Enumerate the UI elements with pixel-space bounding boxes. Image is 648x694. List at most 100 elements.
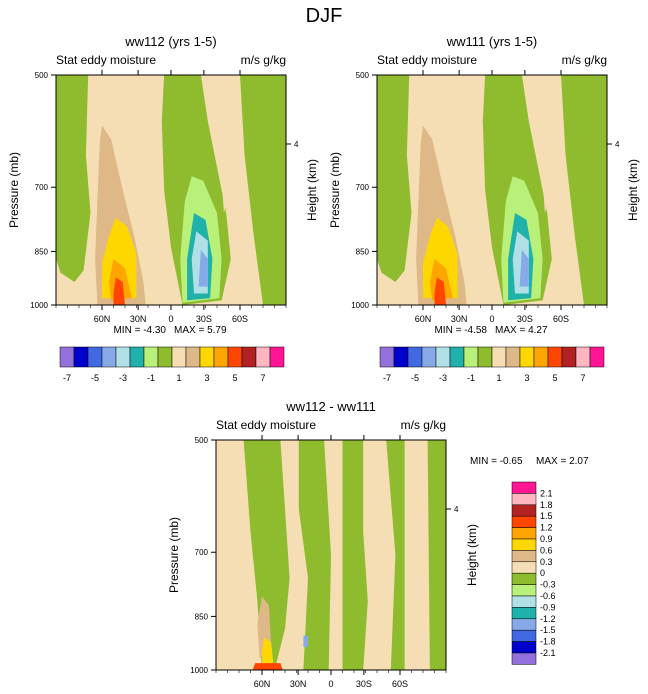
colorbar-swatch xyxy=(213,346,229,368)
colorbar-swatch xyxy=(519,346,535,368)
colorbar-swatch xyxy=(59,346,75,368)
contour-field xyxy=(377,75,607,305)
contour-region-diffTan1 xyxy=(324,440,343,670)
y-right-tick-label: 4 xyxy=(294,140,299,149)
y-tick-label: 850 xyxy=(35,247,49,256)
min-label: MIN = -0.65 xyxy=(470,456,523,467)
y-tick-label: 500 xyxy=(356,71,370,80)
colorbar-swatch xyxy=(477,346,493,368)
colorbar-swatch xyxy=(511,584,537,597)
contour-region-rightOlive xyxy=(561,75,607,305)
y-tick-label: 700 xyxy=(35,183,49,192)
panel-subtitle-right: m/s g/kg xyxy=(401,418,446,432)
colorbar-label: -7 xyxy=(383,373,391,383)
panel-subtitle-left: Stat eddy moisture xyxy=(216,418,316,432)
y-tick-label: 500 xyxy=(195,436,209,445)
y-tick-label: 1000 xyxy=(30,301,48,310)
colorbar-label: -1.2 xyxy=(540,614,556,624)
colorbar-top-1: -7 -5 -3 -1 1 3 5 7 xyxy=(59,346,285,383)
panel-title: ww112 (yrs 1-5) xyxy=(124,34,217,49)
colorbar-label: 5 xyxy=(552,373,557,383)
colorbar-swatch xyxy=(511,629,537,642)
colorbar-swatch xyxy=(449,346,465,368)
colorbar-swatch xyxy=(157,346,173,368)
y-axis-label: Pressure (mb) xyxy=(167,517,181,593)
x-tick-label: 30S xyxy=(356,679,372,689)
colorbar-swatch xyxy=(255,346,271,368)
y-tick-label: 850 xyxy=(356,247,370,256)
colorbar-label: 1.8 xyxy=(540,500,553,510)
colorbar-label: -5 xyxy=(91,373,99,383)
x-tick-label: 0 xyxy=(168,314,173,324)
colorbar-top-2: -7 -5 -3 -1 1 3 5 7 xyxy=(379,346,605,383)
contour-region-rightOlive xyxy=(240,75,286,305)
y-axis-label-right: Height (km) xyxy=(465,524,479,586)
y-right-tick-label: 4 xyxy=(454,505,459,514)
contour-region-blueb xyxy=(198,249,208,287)
figure-title: DJF xyxy=(306,5,343,27)
colorbar-label: -3 xyxy=(439,373,447,383)
contour-field xyxy=(216,440,446,670)
colorbar-label: -0.9 xyxy=(540,602,556,612)
colorbar-swatch xyxy=(129,346,145,368)
y-axis-label-right: Height (km) xyxy=(626,159,640,221)
contour-region-diffOlive1 xyxy=(243,440,290,670)
min-label: MIN = -4.58 xyxy=(434,325,487,336)
x-tick-label: 30N xyxy=(451,314,468,324)
contour-region-diffBlue xyxy=(303,635,308,647)
colorbar-label: 7 xyxy=(580,373,585,383)
colorbar-label: -2.1 xyxy=(540,648,556,658)
contour-region-diffOlive4 xyxy=(427,440,446,670)
panel-subtitle-left: Stat eddy moisture xyxy=(56,53,156,67)
y-right-tick-label: 4 xyxy=(615,140,620,149)
colorbar-swatch xyxy=(143,346,159,368)
colorbar-label: 5 xyxy=(232,373,237,383)
max-label: MAX = 5.79 xyxy=(174,325,227,336)
colorbar-swatch xyxy=(511,595,537,608)
panel-title: ww111 (yrs 1-5) xyxy=(446,34,538,49)
colorbar-swatch xyxy=(435,346,451,368)
contour-region-diffGold xyxy=(262,637,274,668)
colorbar-label: 0.9 xyxy=(540,534,553,544)
panel-3: ww112 - ww111 Stat eddy moisture m/s g/kg 5… xyxy=(167,399,589,689)
y-tick-label: 700 xyxy=(195,548,209,557)
colorbar-label: -7 xyxy=(63,373,71,383)
x-tick-label: 30S xyxy=(517,314,533,324)
colorbar-label: 2.1 xyxy=(540,488,553,498)
colorbar-label: 3 xyxy=(524,373,529,383)
panel-1: ww112 (yrs 1-5) Stat eddy moisture m/s g/k… xyxy=(7,34,319,336)
colorbar-swatch xyxy=(379,346,395,368)
colorbar-swatch xyxy=(511,515,537,528)
y-tick-label: 850 xyxy=(195,612,209,621)
panel-subtitle-left: Stat eddy moisture xyxy=(377,53,477,67)
colorbar-swatch xyxy=(511,493,537,506)
colorbar-label: 1.2 xyxy=(540,523,553,533)
x-tick-label: 30S xyxy=(196,314,212,324)
colorbar-swatch xyxy=(511,538,537,551)
colorbar-swatch xyxy=(547,346,563,368)
contour-region-redor xyxy=(434,277,446,305)
y-tick-label: 700 xyxy=(356,183,370,192)
colorbar-swatch xyxy=(511,561,537,574)
colorbar-swatch xyxy=(393,346,409,368)
colorbar-horizontal: -7 -5 -3 -1 1 3 5 7 -7 -5 -3 -1 1 3 5 7 xyxy=(59,346,605,383)
colorbar-label: -5 xyxy=(411,373,419,383)
colorbar-swatch xyxy=(511,481,537,494)
contour-region-stripe xyxy=(219,75,234,213)
y-axis-label-right: Height (km) xyxy=(305,159,319,221)
colorbar-label: -1 xyxy=(467,373,475,383)
min-label: MIN = -4.30 xyxy=(113,325,166,336)
colorbar-swatch xyxy=(199,346,215,368)
colorbar-swatch xyxy=(115,346,131,368)
contour-region-diffRed xyxy=(252,663,283,670)
y-axis-label: Pressure (mb) xyxy=(328,152,342,228)
colorbar-swatch xyxy=(561,346,577,368)
max-label: MAX = 2.07 xyxy=(536,456,589,467)
colorbar-label: 1.5 xyxy=(540,511,553,521)
colorbar-label: -1.8 xyxy=(540,637,556,647)
colorbar-label: -1.5 xyxy=(540,625,556,635)
colorbar-label: 0.3 xyxy=(540,557,553,567)
colorbar-swatch xyxy=(185,346,201,368)
colorbar-swatch xyxy=(511,607,537,620)
